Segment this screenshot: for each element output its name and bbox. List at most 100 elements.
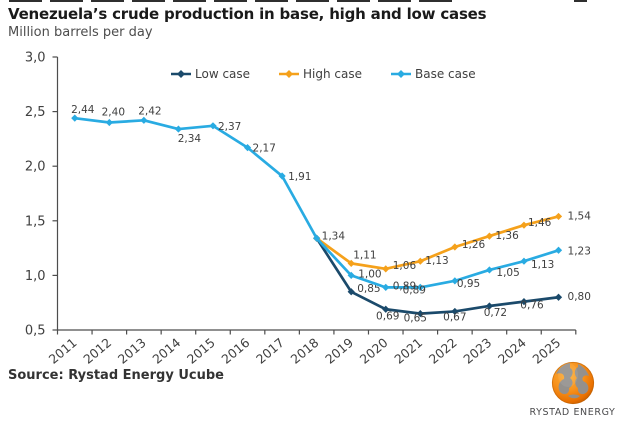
data-label-low-case: 0,85 [357,283,380,295]
data-point-low-case [520,298,528,306]
data-label-high-case: 1,26 [462,239,486,251]
data-label-high-case: 1,06 [393,260,417,272]
legend-item-low-case: Low case [170,67,250,81]
data-label-low-case: 0,65 [404,313,427,325]
data-label-base-case: 1,13 [531,259,554,271]
data-point-base-case [105,118,113,127]
data-label-base-case: 1,23 [568,245,591,257]
data-label-base-case: 2,37 [218,121,241,133]
data-point-base-case [554,246,563,254]
data-label-low-case: 0,80 [568,291,591,303]
x-axis-label: 2011 [46,335,80,367]
data-label-base-case: 2,17 [253,143,276,155]
series-line-base-case [73,116,560,289]
data-label-base-case: 2,40 [102,107,125,119]
data-point-base-case [140,116,148,124]
data-label-base-case: 2,44 [71,104,95,116]
data-point-base-case [209,122,217,130]
y-tick-label: 1,0 [25,269,46,284]
y-tick-label: 0,5 [25,324,46,339]
series-line-low-case [315,236,560,315]
data-label-high-case: 1,36 [495,230,519,242]
data-label-low-case: 0,67 [443,311,466,323]
data-point-low-case [554,293,563,301]
x-axis-label: 2016 [218,335,252,367]
x-axis-label: 2020 [357,335,391,367]
data-label-low-case: 0,69 [376,310,399,322]
data-label-base-case: 1,34 [322,230,346,242]
legend-marker-icon [391,70,412,78]
data-point-base-case [451,277,459,285]
x-axis-label: 2013 [115,335,149,367]
data-point-high-case [520,221,528,229]
data-label-high-case: 1,11 [353,249,376,261]
data-label-base-case: 1,91 [288,171,311,183]
legend-label: Low case [195,67,251,81]
data-point-high-case [416,257,424,265]
data-label-low-case: 0,72 [484,307,507,319]
legend-marker-icon [279,70,300,78]
data-point-base-case [278,172,286,180]
data-point-base-case [313,234,321,242]
data-label-low-case: 0,76 [520,300,544,312]
chart-title: Venezuela’s crude production in base, hi… [8,5,487,23]
data-point-high-case [451,243,459,251]
data-point-base-case [347,271,355,279]
x-axis-label: 2014 [149,335,183,367]
cropped-text-artifact [574,0,587,2]
data-label-base-case: 2,42 [138,105,161,117]
data-label-base-case: 1,00 [358,268,381,280]
x-axis-label: 2021 [391,335,425,367]
data-point-base-case [174,125,183,133]
data-point-low-case [416,310,424,318]
y-tick-label: 2,0 [25,160,46,175]
legend-item-base-case: Base case [390,67,476,81]
data-label-base-case: 0,89 [403,284,426,296]
data-point-low-case [382,305,390,313]
x-axis-label: 2019 [322,335,356,367]
y-tick-label: 2,5 [25,105,46,120]
legend-item-high-case: High case [278,67,362,81]
logo-text: RYSTAD ENERGY [529,407,616,418]
data-label-base-case: 1,05 [496,267,519,279]
cropped-text-artifact [9,0,455,2]
source-note: Source: Rystad Energy Ucube [8,368,224,383]
data-label-high-case: 1,46 [528,217,552,229]
x-axis-label: 2022 [426,335,460,367]
data-label-high-case: 1,13 [425,255,448,267]
data-label-base-case: 0,89 [393,280,416,292]
legend-marker-icon [171,70,191,78]
chart-legend: Low case High case Base case [170,67,476,81]
data-point-high-case [485,232,494,240]
x-axis-label: 2023 [460,335,494,367]
data-point-high-case [554,212,563,221]
data-point-base-case [243,144,252,152]
data-point-low-case [347,288,355,296]
data-point-base-case [382,283,390,292]
data-point-base-case [520,257,528,265]
data-point-high-case [382,265,390,273]
data-point-low-case [451,307,459,316]
chart-subtitle: Million barrels per day [8,25,153,40]
data-label-base-case: 2,34 [178,133,202,145]
data-label-base-case: 0,95 [457,278,480,290]
globe-icon [551,361,594,405]
x-axis-label: 2017 [253,335,287,367]
legend-label: High case [303,67,363,81]
data-label-high-case: 1,54 [568,210,592,222]
x-axis-label: 2012 [80,335,114,367]
legend-label: Base case [415,67,476,81]
y-tick-label: 1,5 [25,214,46,229]
data-point-high-case [347,259,355,267]
data-point-base-case [416,283,424,292]
y-tick-label: 3,0 [25,51,46,66]
data-point-base-case [485,266,494,274]
rystad-energy-logo: RYSTAD ENERGY [515,361,630,418]
series-line-high-case [315,215,560,271]
data-point-low-case [485,302,494,310]
x-axis-label: 2015 [184,335,218,367]
x-axis-label: 2018 [288,335,322,367]
data-point-base-case [71,114,79,122]
